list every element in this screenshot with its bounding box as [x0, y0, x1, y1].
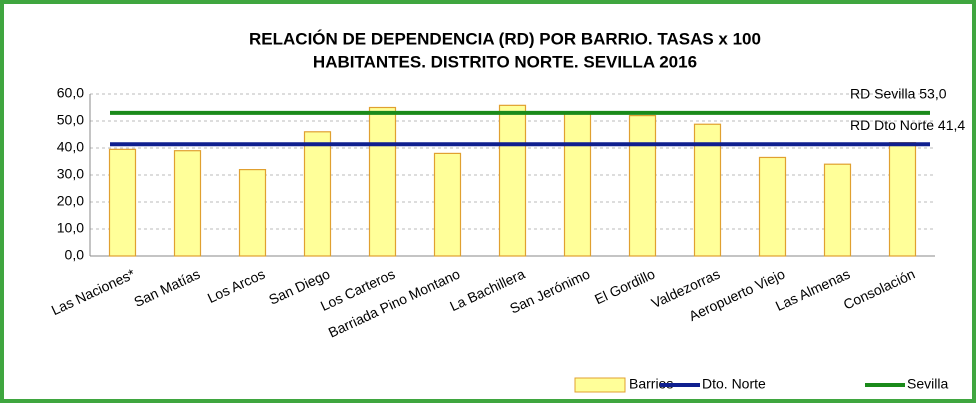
bar — [628, 114, 657, 257]
y-tick-label: 50,0 — [57, 112, 84, 128]
chart-title: RELACIÓN DE DEPENDENCIA (RD) POR BARRIO.… — [249, 29, 761, 48]
bar — [238, 169, 267, 257]
bar — [368, 106, 397, 257]
y-tick-label: 40,0 — [57, 139, 84, 155]
legend-swatch — [574, 377, 626, 393]
legend-label: Sevilla — [907, 376, 948, 392]
y-tick-label: 30,0 — [57, 166, 84, 182]
bar — [758, 156, 787, 257]
y-tick-label: 60,0 — [57, 85, 84, 101]
bar — [173, 150, 202, 257]
bar — [433, 152, 462, 257]
bar — [498, 104, 527, 257]
chart-title: HABITANTES. DISTRITO NORTE. SEVILLA 2016 — [313, 52, 697, 71]
legend-label: Barrios — [629, 376, 673, 392]
legend-label: Dto. Norte — [702, 376, 766, 392]
bar — [563, 111, 592, 257]
bar — [303, 131, 332, 257]
reference-label: RD Sevilla 53,0 — [850, 86, 947, 102]
reference-label: RD Dto Norte 41,4 — [850, 117, 965, 133]
y-tick-label: 10,0 — [57, 220, 84, 236]
bar — [888, 142, 917, 257]
bar — [108, 148, 137, 257]
bar — [823, 163, 852, 257]
y-tick-label: 0,0 — [65, 247, 85, 263]
y-tick-label: 20,0 — [57, 193, 84, 209]
